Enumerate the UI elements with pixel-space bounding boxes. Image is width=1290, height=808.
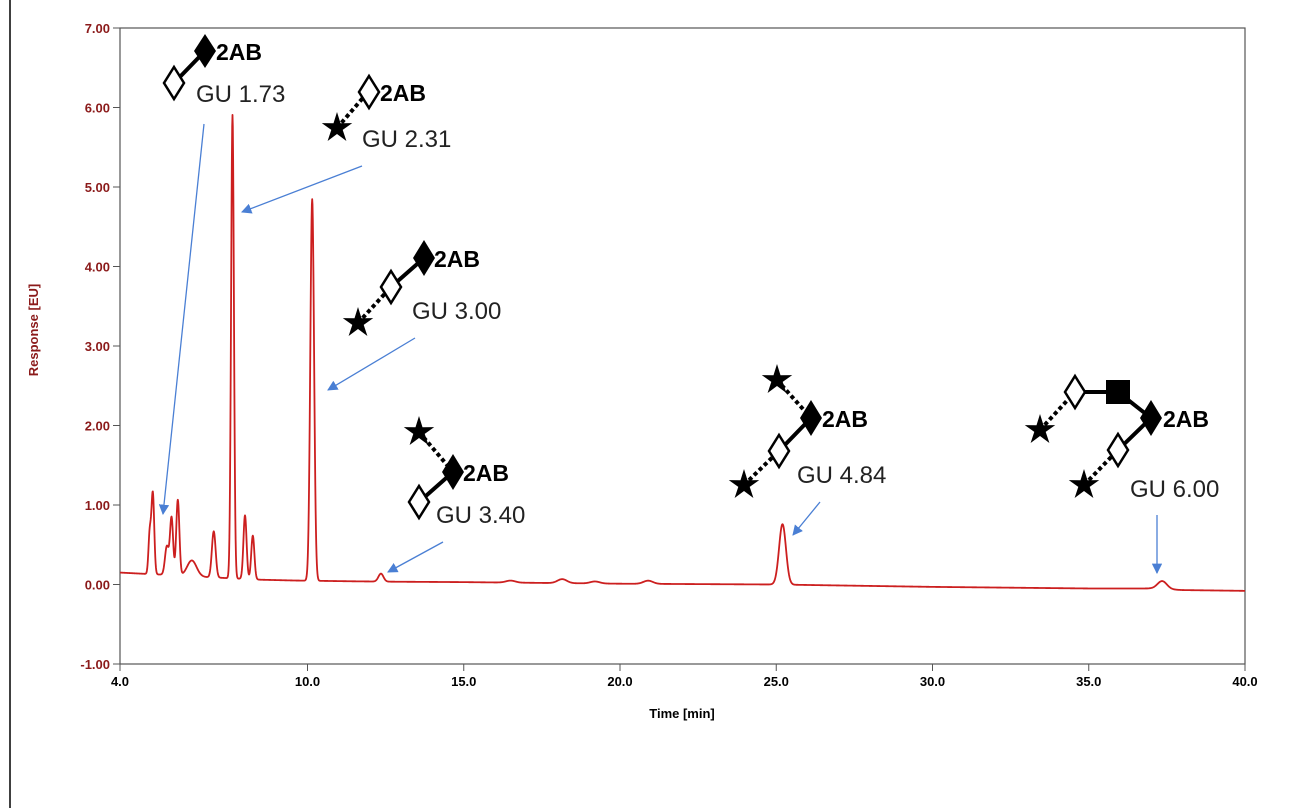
arrow-gu-1-73: [158, 123, 205, 516]
2ab-label: 2AB: [822, 406, 868, 432]
2ab-label: 2AB: [380, 80, 426, 106]
open-diamond-icon: [407, 483, 431, 521]
star-icon: [342, 307, 374, 336]
gu-label-1: GU 1.73: [196, 81, 285, 108]
glycan-structure-4: 2AB: [403, 416, 509, 521]
arrow-gu-3-40: [387, 541, 444, 573]
filled-square-icon: [1106, 380, 1130, 404]
filled-diamond-icon: [1140, 400, 1162, 436]
star-icon: [403, 416, 435, 445]
open-diamond-icon: [1106, 431, 1130, 469]
glycan-structure-3: 2AB: [342, 240, 480, 336]
x-tick-label: 15.0: [451, 674, 476, 689]
y-tick-label: 5.00: [85, 180, 110, 195]
2ab-label: 2AB: [463, 460, 509, 486]
gu-label-5: GU 4.84: [797, 462, 886, 489]
open-diamond-icon: [357, 73, 381, 111]
y-tick-label: 1.00: [85, 498, 110, 513]
arrow-gu-3-00: [327, 337, 416, 391]
2ab-label: 2AB: [216, 39, 262, 65]
x-axis-title: Time [min]: [649, 706, 715, 721]
2ab-label: 2AB: [434, 246, 480, 272]
arrow-gu-4-84: [792, 501, 821, 536]
star-icon: [761, 364, 793, 393]
y-tick-label: 3.00: [85, 339, 110, 354]
chromatogram-trace: [119, 113, 1246, 592]
plot-area: [119, 27, 1246, 665]
star-icon: [1068, 469, 1100, 498]
star-icon: [321, 112, 353, 141]
gu-label-2: GU 2.31: [362, 126, 451, 153]
gu-label-3: GU 3.00: [412, 298, 501, 325]
y-tick-label: -1.00: [80, 657, 110, 672]
filled-diamond-icon: [194, 34, 216, 68]
y-tick-label: 7.00: [85, 21, 110, 36]
star-icon: [1024, 414, 1056, 443]
y-tick-label: 2.00: [85, 419, 110, 434]
y-tick-label: 4.00: [85, 260, 110, 275]
x-tick-label: 4.0: [111, 674, 129, 689]
filled-diamond-icon: [413, 240, 435, 276]
2ab-label: 2AB: [1163, 406, 1209, 432]
x-tick-label: 30.0: [920, 674, 945, 689]
x-tick-label: 20.0: [607, 674, 632, 689]
arrow-gu-2-31: [241, 165, 363, 214]
x-tick-label: 40.0: [1232, 674, 1257, 689]
gu-label-6: GU 6.00: [1130, 476, 1219, 503]
glycan-structure-6: 2AB: [1024, 373, 1209, 498]
open-diamond-icon: [767, 432, 791, 470]
star-icon: [728, 469, 760, 498]
glycan-structure-1: 2AB: [162, 34, 262, 102]
y-axis-title: Response [EU]: [26, 284, 41, 376]
x-axis: 4.0 10.0 15.0 20.0 25.0 30.0 35.0 40.0: [111, 664, 1258, 689]
filled-diamond-icon: [800, 400, 822, 436]
glycan-structure-2: 2AB: [321, 73, 426, 141]
open-diamond-icon: [1063, 373, 1087, 411]
y-tick-label: 0.00: [85, 578, 110, 593]
y-axis: -1.00 0.00 1.00 2.00 3.00 4.00 5.00 6.00 7.00: [80, 21, 120, 672]
glycan-structure-5: 2AB: [728, 364, 868, 498]
annotation-arrows: [158, 123, 1163, 575]
y-tick-label: 6.00: [85, 101, 110, 116]
x-tick-label: 25.0: [764, 674, 789, 689]
filled-diamond-icon: [442, 454, 464, 490]
x-tick-label: 35.0: [1076, 674, 1101, 689]
x-tick-label: 10.0: [295, 674, 320, 689]
gu-label-4: GU 3.40: [436, 502, 525, 529]
open-diamond-icon: [162, 64, 186, 102]
open-diamond-icon: [379, 268, 403, 306]
